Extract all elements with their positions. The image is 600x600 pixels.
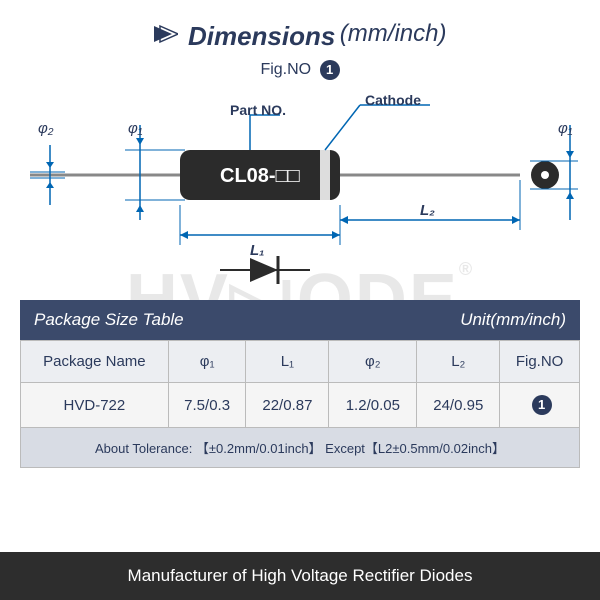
col-header: Fig.NO xyxy=(500,341,580,383)
phi2-label: φ₂ xyxy=(38,120,54,137)
phi1-right-label: φ₁ xyxy=(558,120,573,137)
col-header: L₂ xyxy=(417,341,500,383)
cell: 1 xyxy=(500,383,580,428)
tolerance-row: About Tolerance: 【±0.2mm/0.01inch】 Excep… xyxy=(20,428,580,468)
cathode-label: Cathode xyxy=(365,92,421,108)
cell: 24/0.95 xyxy=(417,383,500,428)
col-header: φ₁ xyxy=(168,341,246,383)
table-header-right: Unit(mm/inch) xyxy=(446,300,580,340)
cell: HVD-722 xyxy=(21,383,169,428)
package-table: Package Size Table Unit(mm/inch) Package… xyxy=(20,300,580,468)
fig-number-icon: 1 xyxy=(532,395,552,415)
footer-banner: Manufacturer of High Voltage Rectifier D… xyxy=(0,552,600,600)
table-row: Package Name φ₁ L₁ φ₂ L₂ Fig.NO xyxy=(21,341,580,383)
col-header: L₁ xyxy=(246,341,329,383)
triangle-icon xyxy=(154,24,178,49)
table-header-left: Package Size Table xyxy=(20,300,446,340)
title-row: Dimensions (mm/inch) xyxy=(20,20,580,52)
fig-number-icon: 1 xyxy=(320,60,340,80)
fig-label: Fig.NO xyxy=(260,62,311,79)
diagram-svg: CL08-□□ xyxy=(20,90,580,290)
col-header: Package Name xyxy=(21,341,169,383)
svg-text:CL08-□□: CL08-□□ xyxy=(220,165,300,187)
fig-row: Fig.NO 1 xyxy=(20,60,580,80)
partno-label: Part NO. xyxy=(230,102,286,118)
dimension-diagram: CL08-□□ xyxy=(20,90,580,290)
title-text: Dimensions xyxy=(188,21,335,52)
L2-label: L₂ xyxy=(420,202,435,219)
phi1-label: φ₁ xyxy=(128,120,143,137)
cell: 1.2/0.05 xyxy=(329,383,417,428)
title-unit: (mm/inch) xyxy=(340,20,447,47)
cell: 7.5/0.3 xyxy=(168,383,246,428)
L1-label: L₁ xyxy=(250,242,264,259)
col-header: φ₂ xyxy=(329,341,417,383)
cell: 22/0.87 xyxy=(246,383,329,428)
table-row: HVD-722 7.5/0.3 22/0.87 1.2/0.05 24/0.95… xyxy=(21,383,580,428)
